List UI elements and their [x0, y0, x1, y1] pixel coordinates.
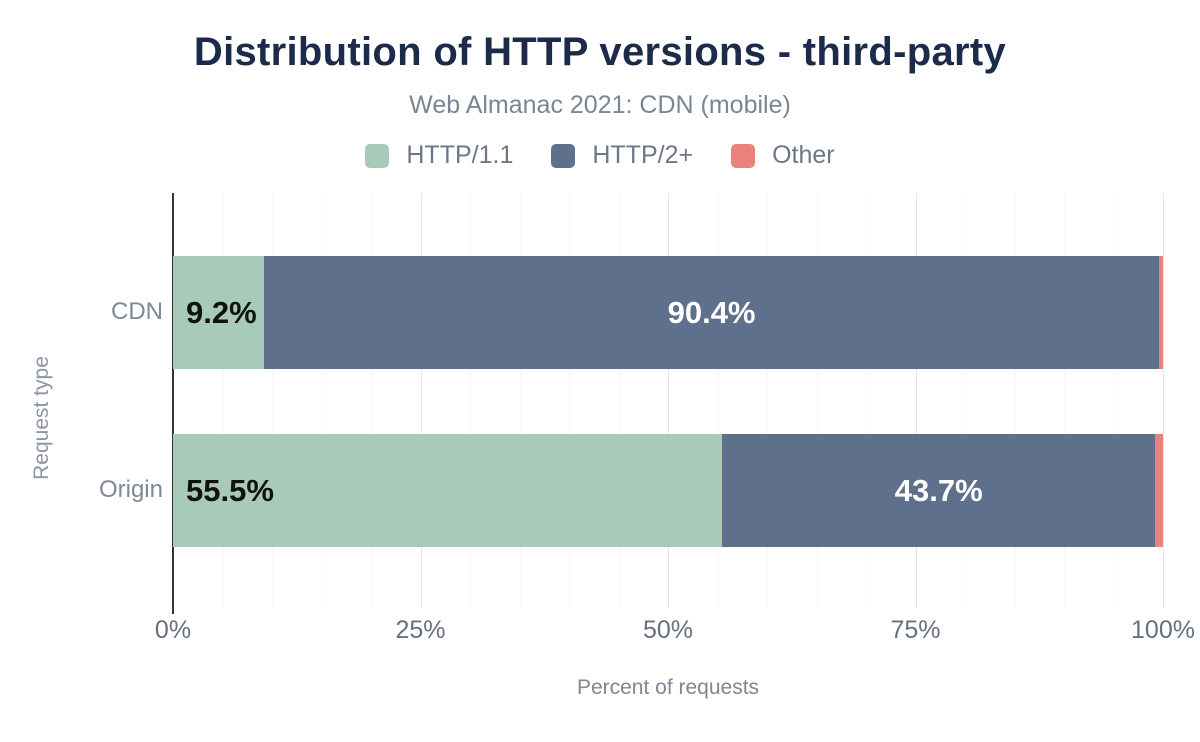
chart-title: Distribution of HTTP versions - third-pa…: [193, 30, 1007, 74]
legend-label-other: Other: [772, 141, 835, 169]
bar-segment-cdn-http11[interactable]: 9.2%: [173, 256, 265, 369]
chart-subtitle: Web Almanac 2021: CDN (mobile): [409, 91, 791, 119]
bar-segment-cdn-http2[interactable]: 90.4%: [264, 256, 1160, 369]
bar-value-label: 90.4%: [667, 295, 756, 330]
legend-swatch-http2-icon: [551, 143, 576, 168]
y-axis-line: [172, 193, 174, 614]
legend-swatch-http11-icon: [365, 143, 390, 168]
legend: HTTP/1.1 HTTP/2+ Other: [0, 141, 1200, 170]
grid-line: [717, 193, 719, 608]
y-axis-title: Request type: [30, 356, 53, 480]
grid-line: [915, 193, 917, 608]
x-tick-0: 0%: [154, 616, 192, 644]
x-axis-title: Percent of requests: [576, 676, 760, 699]
x-tick-100: 100%: [1131, 616, 1195, 644]
grid-line: [272, 193, 273, 608]
bar-segment-origin-http2[interactable]: 43.7%: [722, 434, 1156, 547]
bar-segment-origin-http11[interactable]: 55.5%: [173, 434, 723, 547]
x-tick-75: 75%: [890, 616, 941, 644]
x-tick-50: 50%: [642, 616, 694, 644]
x-axis-ticks: 0% 25% 50% 75% 100%: [155, 616, 1195, 644]
bar-row-origin: 55.5% 43.7%: [173, 434, 1163, 547]
plot-area: 9.2% 90.4% 55.5% 43.7%: [173, 193, 1164, 608]
category-label-origin: Origin: [98, 476, 163, 503]
legend-label-http11: HTTP/1.1: [406, 141, 514, 169]
grid-line: [470, 193, 471, 608]
grid-line: [965, 193, 966, 608]
grid-line: [569, 193, 570, 608]
bar-row-cdn: 9.2% 90.4%: [173, 256, 1163, 369]
grid-line: [767, 193, 768, 608]
grid-line: [371, 193, 372, 608]
grid-line: [519, 193, 521, 608]
legend-item-http2[interactable]: HTTP/2+: [551, 141, 693, 170]
legend-label-http2: HTTP/2+: [592, 141, 694, 169]
grid-line: [1163, 193, 1164, 608]
bar-segment-cdn-other[interactable]: [1159, 256, 1163, 369]
grid-line: [321, 193, 323, 608]
grid-line: [420, 193, 422, 608]
bar-value-label: 43.7%: [894, 473, 983, 508]
grid-line: [1113, 193, 1115, 608]
bar-value-label: 55.5%: [186, 473, 274, 508]
bar-value-label: 9.2%: [186, 295, 257, 330]
grid-line: [668, 193, 669, 608]
category-label-cdn: CDN: [111, 298, 163, 325]
grid-line: [816, 193, 818, 608]
bar-segment-origin-other[interactable]: [1155, 434, 1163, 547]
x-tick-25: 25%: [395, 616, 446, 644]
legend-item-other[interactable]: Other: [731, 141, 835, 170]
grid-line: [866, 193, 867, 608]
grid-line: [618, 193, 620, 608]
legend-item-http11[interactable]: HTTP/1.1: [365, 141, 513, 170]
grid-line: [222, 193, 224, 608]
grid-line: [1064, 193, 1065, 608]
grid-line: [1014, 193, 1016, 608]
legend-swatch-other-icon: [731, 143, 756, 168]
